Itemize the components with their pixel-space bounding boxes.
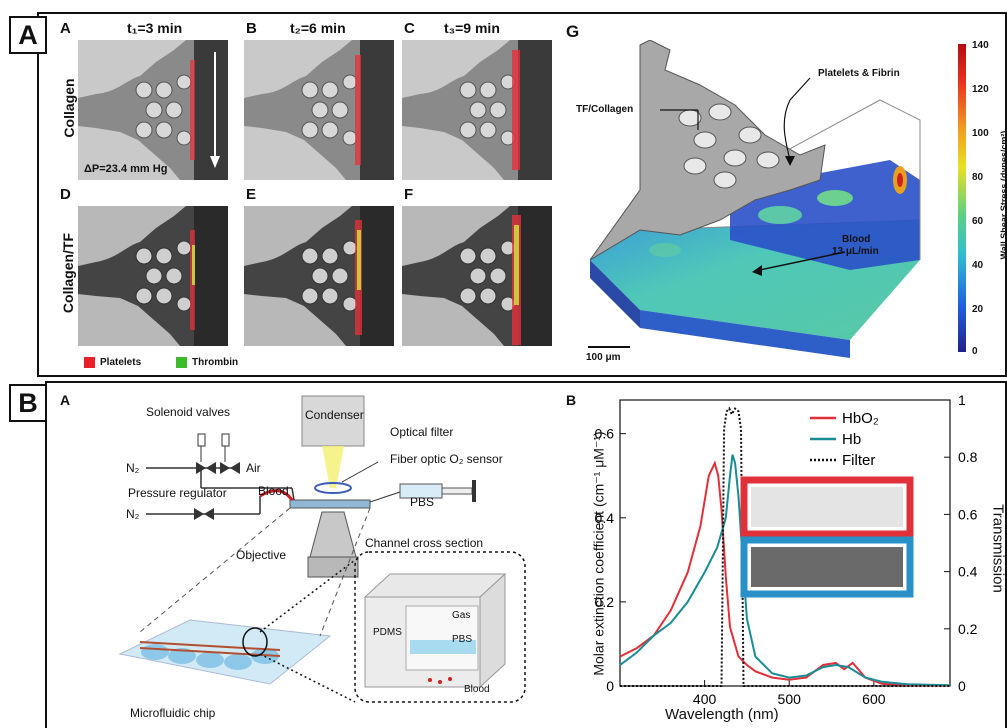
y2-tick-label: 1 xyxy=(958,392,966,408)
time-label-2: t₂=6 min xyxy=(290,20,346,36)
pdms-label: PDMS xyxy=(373,627,402,638)
solenoid-label: Solenoid valves xyxy=(146,405,231,419)
y2-tick-label: 0.2 xyxy=(958,621,978,637)
shear-stress-model xyxy=(588,40,921,358)
row-label-collagen: Collagen xyxy=(61,78,77,138)
colorbar-tick: 60 xyxy=(972,216,984,227)
y2-tick-label: 0.4 xyxy=(958,564,978,580)
legend-label: Filter xyxy=(842,452,875,469)
y2-tick-label: 0.6 xyxy=(958,506,978,522)
sublabel-left-a: A xyxy=(60,392,71,408)
objective-label: Objective xyxy=(236,548,287,562)
sublabel-c: C xyxy=(404,20,415,37)
condenser-label: Condenser xyxy=(305,408,364,422)
pressure-label: ΔP=23.4 mm Hg xyxy=(84,163,168,175)
x-tick-label: 400 xyxy=(693,691,717,707)
blood-cells-label: Blood xyxy=(464,684,490,695)
x-tick-label: 500 xyxy=(778,691,802,707)
y2-tick-label: 0.8 xyxy=(958,449,978,465)
legend-label: Hb xyxy=(842,431,861,448)
y-tick-label: 0 xyxy=(606,678,614,694)
time-label-1: t₁=3 min xyxy=(127,20,183,36)
panel-label-b: B xyxy=(9,384,47,422)
colorbar-tick: 120 xyxy=(972,84,989,95)
blood-label: Blood xyxy=(842,234,871,245)
fiber-sensor-label: Fiber optic O₂ sensor xyxy=(390,452,503,466)
tile-b xyxy=(243,40,395,181)
colorbar-tick: 140 xyxy=(972,40,989,51)
n2-top-label: N₂ xyxy=(126,461,140,475)
time-label-3: t₃=9 min xyxy=(444,20,500,36)
tile-e xyxy=(243,205,395,347)
scale-bar-label: 100 μm xyxy=(586,352,621,363)
tile-d xyxy=(78,205,229,347)
colorbar-tick: 20 xyxy=(972,304,984,315)
series-line-hbo xyxy=(619,460,951,687)
y-tick-label: 0.2 xyxy=(595,594,615,610)
top-panel-frame xyxy=(37,12,1007,377)
tf-collagen-label: TF/Collagen xyxy=(576,104,634,115)
colorbar-ticks: 140 120 100 80 60 40 20 0 xyxy=(972,40,1002,358)
panel-label-a: A xyxy=(9,16,47,54)
pbs-label: PBS xyxy=(410,495,435,509)
blood-inlet-label: Blood xyxy=(258,484,289,498)
colorbar-tick: 80 xyxy=(972,172,984,183)
legend-thrombin-swatch xyxy=(176,357,187,368)
n2-bottom-label: N₂ xyxy=(126,507,140,521)
legend-platelets-swatch xyxy=(84,357,95,368)
air-label: Air xyxy=(246,461,261,475)
tile-c xyxy=(401,40,553,181)
platelets-fibrin-label: Platelets & Fibrin xyxy=(818,68,900,79)
gas-label: Gas xyxy=(452,610,471,621)
row-label-collagen-tf: Collagen/TF xyxy=(60,232,76,314)
y-tick-label: 0.6 xyxy=(595,426,615,442)
y-tick-label: 0.4 xyxy=(595,510,615,526)
sublabel-f: F xyxy=(404,186,414,203)
bottom-panel-frame xyxy=(45,381,1007,728)
colorbar-tick: 100 xyxy=(972,128,989,139)
sublabel-right-b: B xyxy=(566,392,577,408)
x-tick-label: 600 xyxy=(862,691,886,707)
chart-ylabel: Molar extinction coefficient (cm⁻¹ μM⁻¹) xyxy=(590,431,607,676)
tile-a xyxy=(78,40,229,181)
microscopy-grid xyxy=(78,40,553,347)
oxygen-schematic xyxy=(118,395,526,703)
legend-label: HbO₂ xyxy=(842,410,879,427)
flow-arrow-head xyxy=(210,156,220,168)
sublabel-d: D xyxy=(60,186,71,203)
absorbance-chart: 400 500 600 0 0.2 0.4 0.6 0 0.2 0.4 0.6 0.8 1 HbO₂ Hb… xyxy=(595,392,978,707)
legend-platelets-label: Platelets xyxy=(100,357,142,368)
colorbar-title: Wall Shear Stress (dynes/cm²) xyxy=(999,130,1007,260)
tile-f xyxy=(401,205,553,347)
y2-tick-label: 0 xyxy=(958,678,966,694)
colorbar-tick: 40 xyxy=(972,260,984,271)
chip-label: Microfluidic chip xyxy=(130,706,216,720)
colorbar-tick: 0 xyxy=(972,346,978,357)
legend-thrombin-label: Thrombin xyxy=(192,357,239,368)
pbs-channel-label: PBS xyxy=(452,634,473,645)
chart-xlabel: Wavelength (nm) xyxy=(665,706,779,723)
chart-y2label: Transmission xyxy=(989,504,1007,593)
inset-hbo2-image xyxy=(751,487,903,527)
sublabel-g: G xyxy=(566,22,580,41)
sublabel-e: E xyxy=(246,186,257,203)
flow-rate-label: 13 μL/min xyxy=(832,246,879,257)
colorbar xyxy=(958,44,966,352)
pressure-regulator-label: Pressure regulator xyxy=(128,486,227,500)
optical-filter-label: Optical filter xyxy=(390,425,454,439)
cross-section-label: Channel cross section xyxy=(365,536,484,550)
sublabel-b: B xyxy=(246,20,257,37)
inset-hb-image xyxy=(751,547,903,587)
sublabel-a: A xyxy=(60,20,71,37)
